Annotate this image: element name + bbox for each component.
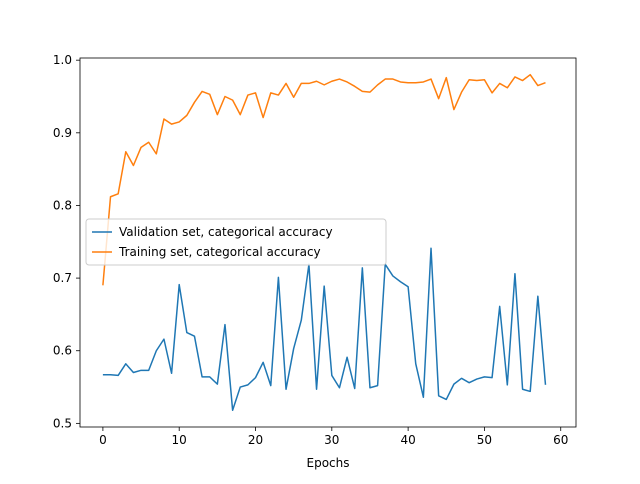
x-tick-label: 30: [324, 433, 339, 447]
x-tick-label: 40: [400, 433, 415, 447]
y-tick-label: 0.9: [53, 126, 72, 140]
y-tick-label: 0.5: [53, 416, 72, 430]
y-tick-label: 0.8: [53, 198, 72, 212]
series-layer: [102, 73, 547, 412]
legend-box: [85, 218, 387, 266]
x-tick-label: 10: [172, 433, 187, 447]
plot-frame: [79, 57, 577, 428]
x-tick-label: 60: [553, 433, 568, 447]
legend-label: Training set, categorical accuracy: [118, 245, 321, 259]
legend: Validation set, categorical accuracy Trai…: [85, 218, 387, 266]
y-tick-label: 0.7: [53, 271, 72, 285]
series-line-training: [102, 73, 546, 286]
x-tick-label: 0: [99, 433, 107, 447]
y-tick-label: 1.0: [53, 53, 72, 67]
x-tick-label: 50: [477, 433, 492, 447]
x-tick-label: 20: [248, 433, 263, 447]
x-axis-label: Epochs: [307, 456, 350, 470]
legend-label: Validation set, categorical accuracy: [119, 225, 333, 239]
y-tick-label: 0.6: [53, 344, 72, 358]
axes-layer: 0 10 20 30 40 50 60 0.5 0.6 0.7 0.8 0.9 1.0: [53, 53, 577, 447]
series-line-validation: [102, 247, 547, 412]
